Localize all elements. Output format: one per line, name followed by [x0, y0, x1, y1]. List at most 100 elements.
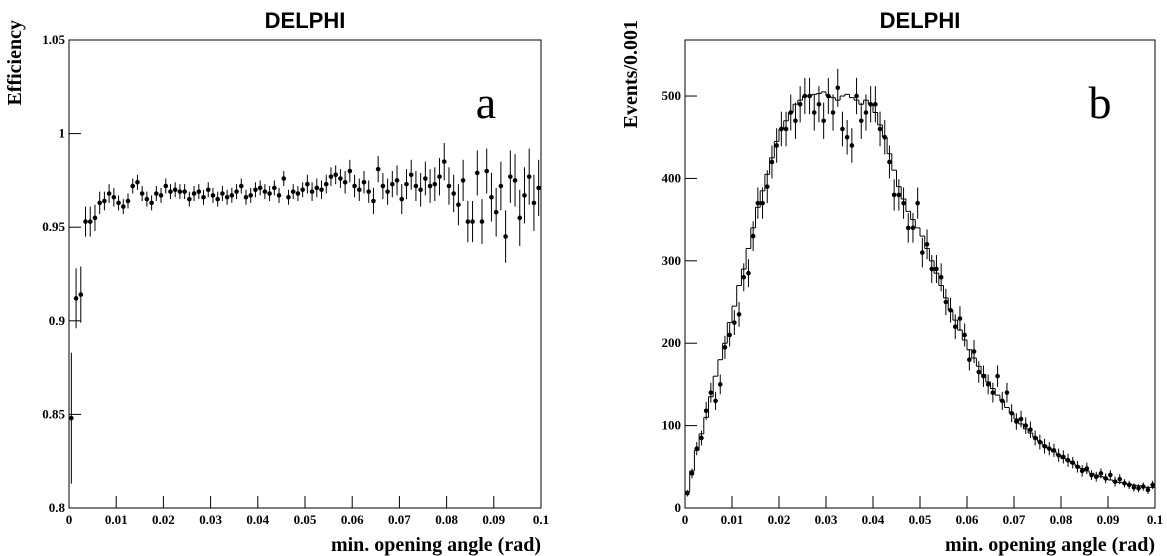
data-point	[295, 191, 301, 196]
data-point	[1117, 476, 1123, 482]
data-point	[238, 183, 244, 189]
data-point	[901, 200, 906, 206]
data-point	[106, 191, 112, 196]
data-point	[1089, 472, 1094, 478]
data-point	[456, 202, 461, 208]
data-point	[863, 110, 869, 115]
data-point	[512, 178, 518, 183]
data-point	[517, 215, 523, 221]
data-point	[172, 187, 178, 193]
data-point	[1079, 468, 1085, 474]
data-point	[891, 192, 897, 198]
data-point	[191, 191, 197, 196]
x-tick-label: 0.02	[768, 512, 791, 527]
chart-title: DELPHI	[265, 8, 346, 33]
x-axis-label: min. opening angle (rad)	[945, 534, 1155, 556]
x-tick-label: 0.04	[862, 512, 885, 527]
data-point	[1145, 487, 1151, 493]
data-point	[727, 332, 732, 338]
data-point	[262, 189, 268, 194]
data-point	[290, 189, 296, 194]
data-point	[92, 215, 98, 221]
data-point	[1065, 457, 1071, 463]
x-tick-label: 0.01	[105, 512, 128, 527]
data-point	[1046, 446, 1052, 451]
data-point	[830, 110, 836, 115]
data-point	[220, 191, 225, 196]
data-point	[498, 183, 504, 189]
data-point	[503, 234, 508, 239]
x-tick-label: 0.08	[435, 512, 458, 527]
data-point	[135, 179, 140, 185]
y-tick-label: 0	[675, 500, 682, 515]
data-point	[999, 398, 1005, 404]
data-point	[427, 183, 433, 189]
data-point	[437, 174, 442, 179]
x-tick-label: 0.06	[956, 512, 979, 527]
data-point	[811, 110, 817, 115]
data-point	[375, 166, 381, 172]
data-point	[1037, 439, 1043, 445]
data-point	[139, 191, 145, 196]
data-point	[938, 274, 944, 280]
x-axis-label: min. opening angle (rad)	[331, 534, 541, 556]
data-point	[1112, 479, 1118, 484]
data-point	[962, 332, 967, 338]
data-point	[849, 143, 855, 148]
data-point	[69, 415, 74, 421]
data-point	[840, 126, 845, 132]
data-point	[769, 159, 775, 165]
data-point	[910, 225, 916, 231]
data-point	[854, 93, 859, 99]
data-point	[168, 189, 173, 194]
data-point	[125, 198, 131, 204]
data-point	[465, 219, 471, 224]
data-point	[1028, 427, 1033, 433]
data-point	[779, 126, 784, 132]
x-tick-label: 0.1	[533, 512, 549, 527]
data-point	[1103, 476, 1108, 481]
data-point	[130, 183, 136, 189]
data-point	[1014, 419, 1019, 424]
x-tick-label: 0.01	[721, 512, 744, 527]
y-tick-label: 200	[662, 335, 682, 350]
data-point	[182, 189, 187, 194]
data-point	[741, 274, 747, 280]
data-point	[205, 187, 211, 193]
data-point	[957, 316, 963, 321]
data-point	[995, 373, 1000, 379]
data-point	[774, 143, 779, 148]
data-point	[149, 200, 154, 206]
y-tick-label: 1.05	[42, 32, 65, 47]
data-point	[338, 176, 343, 181]
data-point	[432, 181, 438, 187]
chart-title: DELPHI	[880, 8, 961, 33]
data-point	[215, 196, 220, 202]
data-point	[990, 390, 996, 395]
data-point	[446, 183, 452, 189]
data-point	[234, 189, 239, 194]
data-point	[300, 187, 305, 193]
data-point	[522, 193, 527, 198]
data-point	[882, 134, 888, 140]
data-point	[102, 198, 107, 204]
data-point	[976, 369, 982, 375]
data-point	[1084, 466, 1090, 471]
x-tick-label: 0.07	[388, 512, 411, 527]
data-point	[489, 194, 494, 200]
y-axis-label: Events/0.001	[620, 20, 642, 128]
data-point	[685, 490, 690, 496]
data-point	[399, 196, 405, 202]
data-point	[531, 200, 537, 206]
data-point	[929, 266, 935, 272]
data-point	[257, 185, 263, 191]
data-point	[111, 194, 117, 200]
data-point	[328, 174, 334, 179]
data-point	[333, 172, 338, 178]
data-point	[418, 187, 423, 193]
data-point	[361, 179, 367, 185]
x-tick-label: 0.09	[1097, 512, 1120, 527]
data-point	[352, 183, 357, 189]
data-point	[248, 193, 254, 198]
